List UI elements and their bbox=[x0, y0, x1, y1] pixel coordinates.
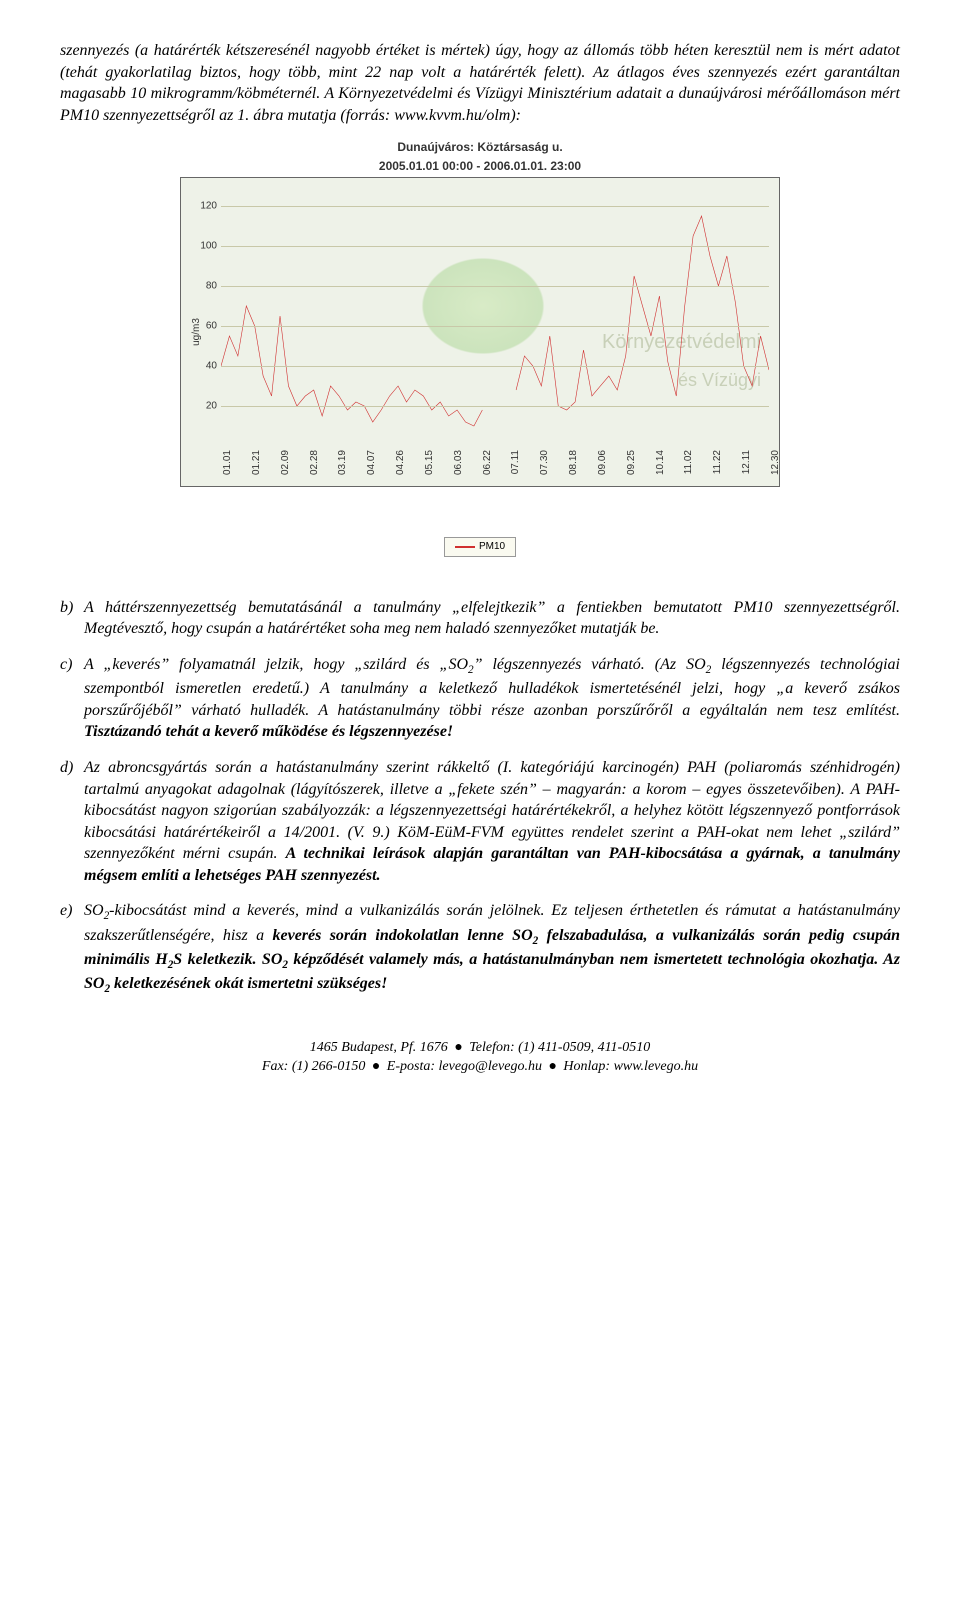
chart-title-1: Dunaújváros: Köztársaság u. bbox=[180, 140, 780, 154]
list-item-c: c) A „keverés” folyamatnál jelzik, hogy … bbox=[60, 654, 900, 743]
list-item-b: b) A háttérszennyezettség bemutatásánál … bbox=[60, 597, 900, 640]
chart-title-2: 2005.01.01 00:00 - 2006.01.01. 23:00 bbox=[180, 159, 780, 173]
page-footer: 1465 Budapest, Pf. 1676 ● Telefon: (1) 4… bbox=[60, 1038, 900, 1077]
body-e: SO2-kibocsátást mind a keverés, mind a v… bbox=[84, 900, 900, 997]
marker-c: c) bbox=[60, 654, 84, 743]
list-item-e: e) SO2-kibocsátást mind a keverés, mind … bbox=[60, 900, 900, 997]
list-item-d: d) Az abroncsgyártás során a hatástanulm… bbox=[60, 757, 900, 887]
legend-label: PM10 bbox=[479, 541, 505, 552]
pm10-chart: Dunaújváros: Köztársaság u. 2005.01.01 0… bbox=[180, 140, 780, 556]
marker-b: b) bbox=[60, 597, 84, 640]
chart-y-label: ug/m3 bbox=[190, 318, 204, 346]
chart-line-svg bbox=[221, 186, 769, 446]
chart-legend: PM10 bbox=[180, 537, 780, 557]
intro-paragraph: szennyezés (a határérték kétszeresénél n… bbox=[60, 40, 900, 126]
body-b: A háttérszennyezettség bemutatásánál a t… bbox=[84, 597, 900, 640]
marker-d: d) bbox=[60, 757, 84, 887]
marker-e: e) bbox=[60, 900, 84, 997]
body-c: A „keverés” folyamatnál jelzik, hogy „sz… bbox=[84, 654, 900, 743]
body-d: Az abroncsgyártás során a hatástanulmány… bbox=[84, 757, 900, 887]
